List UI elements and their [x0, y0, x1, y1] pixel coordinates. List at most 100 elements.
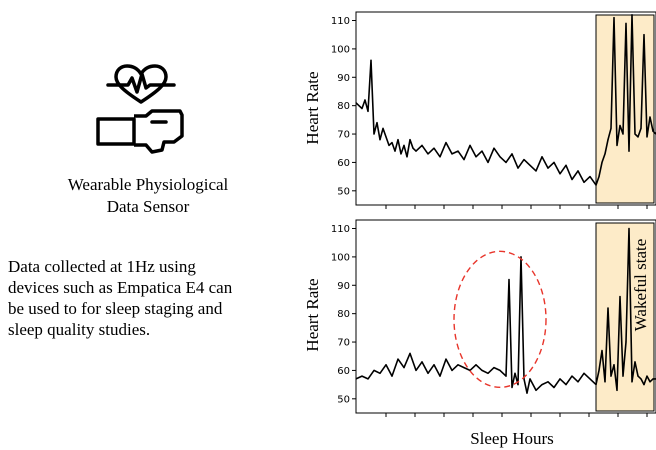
plot-frame — [355, 11, 656, 206]
data-point — [394, 150, 396, 152]
data-point — [481, 150, 483, 152]
data-point — [457, 364, 459, 366]
y-tick-label: 110 — [331, 224, 350, 235]
data-point — [643, 34, 645, 36]
data-point — [355, 378, 357, 380]
data-point — [487, 372, 489, 374]
data-point — [610, 375, 612, 377]
data-point — [541, 156, 543, 158]
description-line: sleep quality studies. — [8, 320, 151, 339]
data-point — [652, 130, 654, 132]
data-point — [493, 366, 495, 369]
data-point — [649, 116, 651, 118]
data-point — [412, 147, 414, 149]
data-point — [637, 136, 639, 138]
data-point — [637, 375, 639, 377]
x-axis-title: Sleep Hours — [470, 429, 554, 448]
data-point — [526, 392, 528, 394]
data-point — [487, 161, 489, 164]
data-point — [604, 153, 606, 155]
data-point — [403, 144, 405, 146]
y-tick-label: 80 — [337, 309, 350, 320]
data-point — [463, 158, 465, 161]
data-point — [535, 389, 537, 391]
data-point — [523, 378, 525, 380]
data-point — [553, 161, 555, 164]
data-point — [367, 110, 369, 112]
data-point — [634, 361, 636, 363]
data-point — [589, 378, 591, 380]
data-point — [604, 381, 606, 383]
data-point — [565, 164, 567, 166]
data-point — [571, 178, 573, 181]
y-tick-label: 60 — [337, 158, 350, 169]
data-point — [475, 156, 477, 158]
data-point — [514, 372, 516, 374]
data-point — [463, 366, 465, 369]
data-point — [619, 124, 621, 127]
data-point — [505, 161, 507, 164]
data-point — [598, 176, 600, 178]
data-point — [559, 378, 561, 380]
data-point — [391, 375, 393, 377]
pulse-line-icon — [106, 72, 176, 94]
data-point — [379, 372, 381, 374]
data-point — [469, 144, 471, 146]
y-tick-label: 70 — [337, 338, 350, 349]
data-point — [376, 122, 378, 124]
data-point — [397, 358, 399, 360]
data-point — [505, 375, 507, 377]
data-point — [415, 369, 417, 372]
data-point — [616, 389, 618, 391]
data-point — [475, 364, 477, 366]
data-point — [571, 375, 573, 377]
data-point — [646, 136, 648, 138]
data-point — [613, 17, 615, 19]
data-point — [385, 364, 387, 366]
data-point — [358, 105, 360, 107]
data-point — [640, 127, 642, 129]
data-point — [583, 372, 585, 374]
data-point — [529, 164, 531, 166]
data-point — [499, 156, 501, 158]
y-tick-label: 60 — [337, 366, 350, 377]
data-point — [607, 307, 609, 309]
data-point — [619, 296, 621, 298]
data-point — [403, 366, 405, 369]
data-point — [583, 181, 585, 183]
data-point — [589, 176, 591, 178]
data-point — [481, 369, 483, 372]
data-point — [355, 102, 357, 104]
data-point — [361, 375, 363, 377]
data-point — [406, 156, 408, 158]
data-point — [628, 227, 630, 230]
data-point — [631, 14, 633, 16]
data-point — [451, 369, 453, 372]
data-point — [415, 150, 417, 152]
data-point — [577, 381, 579, 383]
data-point — [370, 59, 372, 61]
data-point — [511, 386, 513, 389]
data-point — [499, 369, 501, 372]
data-point — [631, 381, 633, 383]
data-point — [616, 144, 618, 146]
data-point — [559, 173, 561, 175]
data-point — [427, 372, 429, 374]
data-point — [397, 139, 399, 141]
data-point — [607, 139, 609, 141]
y-tick-label: 50 — [337, 394, 350, 405]
data-point — [598, 369, 600, 372]
data-point — [439, 375, 441, 377]
data-point — [634, 133, 636, 135]
data-point — [625, 341, 627, 343]
data-point — [457, 150, 459, 152]
data-point — [595, 384, 597, 386]
description-text: Data collected at 1Hz using devices such… — [8, 256, 278, 340]
data-point — [553, 386, 555, 389]
data-point — [517, 167, 519, 169]
data-point — [421, 144, 423, 146]
data-point — [400, 153, 402, 155]
data-point — [622, 375, 624, 377]
data-point — [367, 378, 369, 380]
data-point — [421, 361, 423, 363]
